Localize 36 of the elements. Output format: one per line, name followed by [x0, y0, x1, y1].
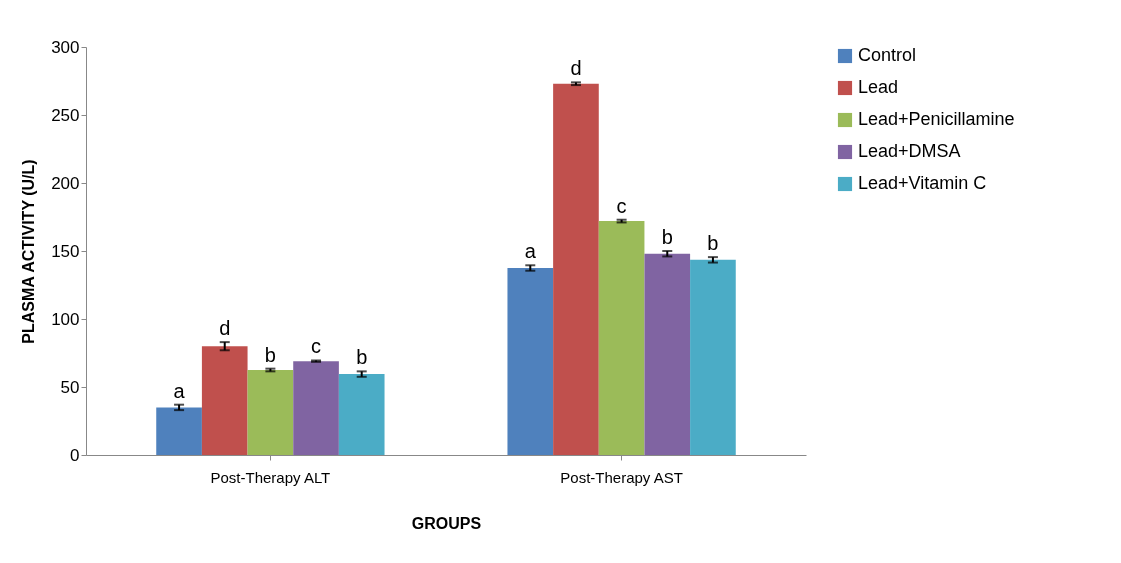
data-label: b	[264, 343, 276, 366]
y-axis-title: PLASMA ACTIVITY (U/L)	[20, 159, 38, 344]
data-label: c	[311, 335, 322, 358]
bar	[293, 361, 339, 455]
legend-label: Control	[858, 45, 917, 65]
y-tick-label: 100	[51, 309, 80, 329]
y-tick-label: 250	[51, 105, 80, 125]
bar	[247, 370, 294, 455]
legend-label: Lead	[858, 77, 899, 97]
legend-label: Lead+DMSA	[858, 141, 961, 161]
data-label: a	[173, 379, 186, 402]
y-tick-label: 50	[60, 377, 80, 397]
x-tick-label: Post-Therapy AST	[560, 468, 683, 486]
y-tick-label: 0	[70, 445, 80, 465]
legend-label: Lead+Vitamin C	[858, 173, 987, 193]
data-label: d	[570, 57, 582, 80]
bar	[598, 221, 645, 455]
data-label: b	[707, 232, 719, 255]
x-tick-label: Post-Therapy ALT	[210, 468, 331, 486]
data-label: b	[661, 226, 673, 248]
bar	[553, 83, 599, 455]
bar	[507, 268, 554, 455]
data-label: b	[356, 346, 368, 369]
y-tick-label: 200	[51, 173, 80, 193]
y-tick-label: 300	[51, 37, 80, 57]
x-axis-title: GROUPS	[411, 514, 482, 532]
data-label: c	[616, 194, 627, 217]
legend-label: Lead+Penicillamine	[858, 109, 1015, 129]
y-tick-label: 150	[51, 241, 80, 261]
data-label: d	[219, 317, 231, 340]
bar	[156, 407, 202, 455]
bar	[201, 346, 248, 455]
bar	[644, 253, 691, 455]
bar	[338, 374, 385, 455]
bar	[690, 259, 736, 455]
data-label: a	[524, 240, 537, 263]
